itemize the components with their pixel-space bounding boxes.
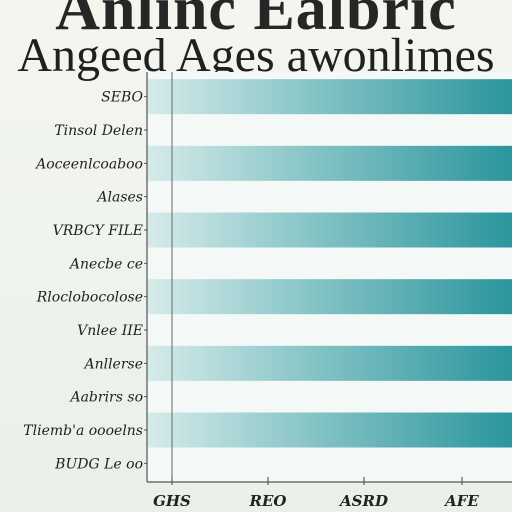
x-tick-label: AFE bbox=[443, 492, 479, 510]
x-tick-label: REO bbox=[249, 492, 287, 510]
category-label: Rloclobocolose bbox=[36, 290, 143, 306]
bar-0 bbox=[147, 79, 512, 115]
bar-8 bbox=[147, 345, 512, 381]
category-label: Anllerse bbox=[82, 356, 143, 372]
bar-4 bbox=[147, 212, 512, 248]
category-label: Anecbe ce bbox=[68, 256, 143, 272]
chart-title: Anlinc Ealbric bbox=[55, 0, 457, 43]
category-label: VRBCY FILE bbox=[53, 223, 143, 239]
category-label: Aoceenlcoaboo bbox=[34, 156, 143, 172]
category-label: Tliemb'a oooelns bbox=[23, 423, 143, 439]
category-label: Aabrirs so bbox=[68, 390, 143, 406]
category-label: Vnlee IIE bbox=[77, 323, 143, 339]
x-tick-label: GHS bbox=[153, 492, 191, 510]
category-label: Tinsol Delen bbox=[54, 123, 143, 139]
category-label: Alases bbox=[95, 190, 143, 206]
bar-10 bbox=[147, 412, 512, 448]
category-label: SEBO bbox=[101, 90, 143, 106]
x-tick-label: ASRD bbox=[338, 492, 388, 510]
category-label: BUDG Le oo bbox=[54, 456, 143, 472]
bar-6 bbox=[147, 279, 512, 315]
bar-2 bbox=[147, 145, 512, 181]
